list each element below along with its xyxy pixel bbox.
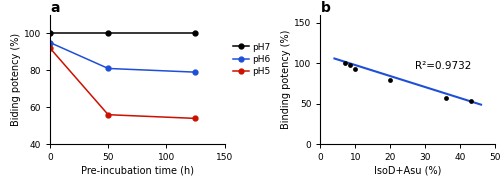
Line: pH6: pH6 (48, 40, 198, 75)
pH5 (192, 117, 198, 120)
Y-axis label: Binding potency (%): Binding potency (%) (282, 30, 292, 129)
Line: pH5: pH5 (48, 46, 198, 121)
pH7 (47, 32, 53, 34)
Legend: pH7, pH6, pH5: pH7, pH6, pH5 (232, 43, 270, 76)
Point (341, 61, 349, 64)
Text: R²=0.9732: R²=0.9732 (414, 61, 471, 71)
pH5 (105, 114, 111, 116)
Text: b: b (320, 1, 330, 15)
Point (386, 79, 394, 82)
X-axis label: IsoD+Asu (%): IsoD+Asu (%) (374, 165, 442, 175)
Line: pH7: pH7 (48, 31, 198, 36)
Point (466, 100, 474, 103)
Point (442, 97, 450, 100)
Point (346, 63, 354, 66)
pH5 (47, 47, 53, 49)
pH7 (105, 32, 111, 34)
Text: a: a (50, 1, 59, 15)
Point (352, 68, 360, 70)
pH6 (105, 67, 111, 70)
pH6 (192, 71, 198, 73)
pH6 (47, 41, 53, 44)
pH7 (192, 32, 198, 34)
Y-axis label: Biding potency (%): Biding potency (%) (11, 33, 21, 126)
X-axis label: Pre-incubation time (h): Pre-incubation time (h) (81, 165, 194, 175)
